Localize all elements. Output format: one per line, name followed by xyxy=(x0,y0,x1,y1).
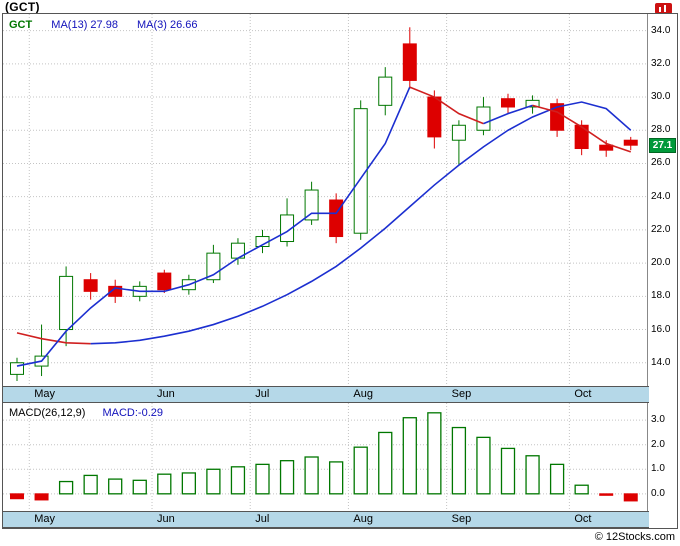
candle-body xyxy=(10,362,24,375)
price-tick-label: 16.0 xyxy=(651,323,671,335)
last-price-badge: 27.1 xyxy=(649,138,676,154)
price-tick-label: 24.0 xyxy=(651,190,671,202)
price-chart-svg xyxy=(3,14,648,386)
candle-body xyxy=(280,214,295,243)
macd-bar-positive xyxy=(108,478,123,495)
ma13-line xyxy=(16,332,91,345)
month-label: Sep xyxy=(451,513,472,525)
macd-tick-label: 3.0 xyxy=(651,414,665,426)
month-label: Jun xyxy=(157,513,175,525)
ma3-line xyxy=(16,86,411,367)
price-y-axis: 27.1 14.0 16.0 18.0 20.0 22.0 24.0 26.0 28.0 30.… xyxy=(649,14,677,386)
price-panel: GCT MA(13) 27.98 MA(3) 26.66 xyxy=(3,14,648,386)
candle-body xyxy=(427,96,442,138)
candle-body xyxy=(525,99,540,108)
macd-bar-positive xyxy=(181,472,197,495)
macd-bar-positive xyxy=(402,417,417,495)
page-title: (GCT) xyxy=(5,0,40,14)
macd-value-label: MACD:-0.29 xyxy=(102,407,164,419)
candle-body xyxy=(451,124,466,141)
macd-legend: MACD(26,12,9) MACD:-0.29 xyxy=(9,407,163,419)
month-label: May xyxy=(34,513,56,525)
macd-bar-positive xyxy=(549,463,565,495)
macd-bar-positive xyxy=(451,426,467,495)
ma3-line xyxy=(409,86,484,125)
macd-bar-positive xyxy=(328,461,344,495)
macd-bar-negative xyxy=(599,493,614,496)
macd-bar-positive xyxy=(574,484,589,495)
macd-name-label: MACD(26,12,9) xyxy=(9,407,86,419)
price-tick-label: 26.0 xyxy=(651,157,671,169)
price-tick-label: 34.0 xyxy=(651,24,671,36)
macd-bar-positive xyxy=(353,446,368,495)
macd-bar-positive xyxy=(427,412,442,495)
chart-frame: GCT MA(13) 27.98 MA(3) 26.66 27.1 14.0 16… xyxy=(2,13,678,529)
macd-tick-label: 2.0 xyxy=(651,438,665,450)
month-label: Jul xyxy=(255,388,270,400)
macd-panel: MACD(26,12,9) MACD:-0.29 xyxy=(3,403,648,511)
macd-bar-positive xyxy=(525,455,540,495)
candle-body xyxy=(108,285,123,297)
macd-bar-positive xyxy=(304,456,319,495)
macd-chart-svg xyxy=(3,403,648,511)
candle-body xyxy=(353,108,368,234)
macd-bar-positive xyxy=(476,436,491,495)
candle-body xyxy=(574,124,589,150)
macd-bar-positive xyxy=(157,473,172,495)
month-label: Jul xyxy=(255,513,270,525)
candle-body xyxy=(476,106,491,131)
candle-body xyxy=(378,76,393,106)
ma3-legend-label: MA(3) 26.66 xyxy=(137,19,198,31)
price-legend: GCT MA(13) 27.98 MA(3) 26.66 xyxy=(9,19,214,31)
macd-x-axis-band: May Jun Jul Aug Sep Oct xyxy=(3,511,649,528)
candle-body xyxy=(623,139,638,146)
candle-body xyxy=(157,272,172,291)
month-label: May xyxy=(34,388,56,400)
macd-bar-negative xyxy=(10,493,24,500)
macd-bar-negative xyxy=(623,493,638,502)
candle-body xyxy=(402,43,417,81)
brand-icon xyxy=(655,3,672,14)
price-x-axis-band: May Jun Jul Aug Sep Oct xyxy=(3,386,649,403)
month-label: Jun xyxy=(157,388,175,400)
macd-bar-positive xyxy=(83,474,98,495)
price-tick-label: 14.0 xyxy=(651,356,671,368)
macd-bar-positive xyxy=(132,479,147,495)
copyright-text: © 12Stocks.com xyxy=(594,531,675,543)
macd-tick-label: 0.0 xyxy=(651,487,665,499)
price-tick-label: 32.0 xyxy=(651,57,671,69)
candle-body xyxy=(304,189,319,221)
candle-body xyxy=(501,98,515,108)
ma3-line xyxy=(532,104,632,153)
month-label: Aug xyxy=(353,513,373,525)
macd-bar-positive xyxy=(279,460,295,495)
ma3-line xyxy=(483,104,533,125)
month-label: Oct xyxy=(574,513,592,525)
macd-bar-negative xyxy=(34,493,49,501)
price-tick-label: 20.0 xyxy=(651,257,671,269)
macd-tick-label: 1.0 xyxy=(651,463,665,475)
macd-bar-positive xyxy=(500,447,516,495)
candle-body xyxy=(599,144,614,151)
candle-body xyxy=(83,279,98,292)
macd-y-axis: 3.0 2.0 1.0 0.0 xyxy=(649,403,677,511)
macd-bar-positive xyxy=(230,466,246,495)
price-tick-label: 18.0 xyxy=(651,290,671,302)
ticker-symbol: GCT xyxy=(9,19,33,31)
ma13-legend-label: MA(13) 27.98 xyxy=(51,19,118,31)
month-label: Sep xyxy=(451,388,472,400)
month-label: Aug xyxy=(353,388,373,400)
price-tick-label: 30.0 xyxy=(651,91,671,103)
macd-bar-positive xyxy=(255,463,270,495)
price-tick-label: 28.0 xyxy=(651,124,671,136)
month-label: Oct xyxy=(574,388,592,400)
macd-bar-positive xyxy=(378,431,393,495)
macd-bar-positive xyxy=(206,468,221,495)
price-tick-label: 22.0 xyxy=(651,223,671,235)
ma13-line xyxy=(90,101,632,345)
macd-bar-positive xyxy=(58,480,74,495)
candle-body xyxy=(59,275,74,331)
